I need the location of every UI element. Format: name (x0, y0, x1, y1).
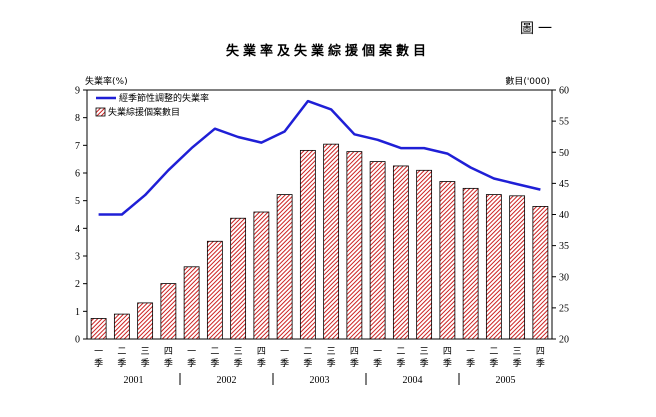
right-tick-label: 20 (559, 335, 569, 346)
quarter-label: 三 (327, 347, 336, 357)
left-tick-label: 2 (75, 279, 80, 290)
quarter-label: 三 (234, 347, 243, 357)
quarter-label-suffix: 季 (94, 357, 103, 369)
quarter-label: 四 (536, 347, 545, 357)
bar (532, 206, 549, 340)
quarter-label: 三 (513, 347, 522, 357)
right-tick-label: 35 (559, 241, 569, 252)
bar (113, 313, 130, 340)
bar (160, 283, 177, 340)
quarter-label-suffix: 季 (489, 357, 498, 369)
quarter-label-suffix: 季 (210, 357, 219, 369)
bar (369, 161, 386, 340)
bar (230, 217, 247, 340)
quarter-label-suffix: 季 (536, 357, 545, 369)
quarter-label: 三 (420, 347, 429, 357)
quarter-label-suffix: 季 (327, 357, 336, 369)
bar (416, 169, 433, 340)
bar (206, 240, 223, 340)
quarter-label-suffix: 季 (443, 357, 452, 369)
quarter-label: 四 (443, 347, 452, 357)
legend: 經季節性調整的失業率 失業綜援個案數目 (95, 92, 209, 118)
left-tick-label: 5 (75, 196, 80, 207)
left-tick-label: 1 (75, 307, 80, 318)
bar (183, 266, 200, 340)
bar (276, 194, 293, 340)
bar (346, 151, 363, 340)
year-label: 2002 (217, 375, 237, 386)
quarter-label-suffix: 季 (373, 357, 382, 369)
bar (439, 181, 456, 340)
right-axis-label: 數目('000) (505, 75, 550, 87)
quarter-label-suffix: 季 (141, 357, 150, 369)
legend-bar-label: 失業綜援個案數目 (108, 106, 180, 118)
chart-title: 失業率及失業綜援個案數目 (225, 44, 430, 59)
figure-label: 圖一 (520, 21, 556, 37)
quarter-label: 四 (350, 347, 359, 357)
quarter-label: 一 (466, 347, 475, 357)
quarter-label: 二 (489, 347, 498, 357)
right-tick-label: 25 (559, 303, 569, 314)
left-tick-label: 6 (75, 169, 80, 180)
quarter-label-suffix: 季 (513, 357, 522, 369)
bar (90, 318, 107, 340)
plot-frame (86, 89, 553, 340)
quarter-label: 三 (141, 347, 150, 357)
quarter-label: 四 (257, 347, 266, 357)
quarter-label-suffix: 季 (466, 357, 475, 369)
year-label: 2001 (124, 375, 144, 386)
quarter-label: 一 (280, 347, 289, 357)
quarter-label: 二 (117, 347, 126, 357)
year-label: 2003 (310, 375, 330, 386)
quarter-label-suffix: 季 (187, 357, 196, 369)
left-tick-label: 9 (75, 86, 80, 97)
bar (137, 302, 154, 340)
bar (253, 211, 270, 340)
left-tick-label: 8 (75, 113, 80, 124)
right-tick-label: 60 (559, 86, 569, 97)
bar (485, 194, 502, 340)
left-tick-label: 3 (75, 252, 80, 263)
quarter-label-suffix: 季 (280, 357, 289, 369)
right-tick-label: 40 (559, 210, 569, 221)
quarter-label: 一 (373, 347, 382, 357)
quarter-label-suffix: 季 (350, 357, 359, 369)
left-tick-label: 4 (75, 224, 80, 235)
quarter-label-suffix: 季 (396, 357, 405, 369)
left-axis-label: 失業率(%) (85, 75, 128, 87)
right-tick-label: 30 (559, 272, 569, 283)
quarter-label: 一 (94, 347, 103, 357)
right-tick-label: 55 (559, 117, 569, 128)
right-tick-label: 45 (559, 179, 569, 190)
left-tick-label: 7 (75, 141, 80, 152)
bar (299, 149, 316, 340)
bar (323, 143, 340, 340)
quarter-label: 四 (164, 347, 173, 357)
bar (392, 165, 409, 340)
quarter-label: 一 (187, 347, 196, 357)
quarter-label-suffix: 季 (234, 357, 243, 369)
legend-bar-swatch (95, 107, 106, 117)
left-tick-label: 0 (75, 335, 80, 346)
quarter-label-suffix: 季 (257, 357, 266, 369)
quarter-label-suffix: 季 (303, 357, 312, 369)
unemployment-rate-line (98, 99, 541, 216)
quarter-label-suffix: 季 (117, 357, 126, 369)
legend-line-label: 經季節性調整的失業率 (119, 92, 209, 104)
quarter-label-suffix: 季 (420, 357, 429, 369)
bar (509, 195, 526, 340)
right-tick-label: 50 (559, 148, 569, 159)
year-label: 2004 (403, 375, 423, 386)
quarter-label: 二 (396, 347, 405, 357)
year-label: 2005 (496, 375, 516, 386)
bar (462, 187, 479, 340)
quarter-label: 二 (210, 347, 219, 357)
quarter-label-suffix: 季 (164, 357, 173, 369)
quarter-label: 二 (303, 347, 312, 357)
